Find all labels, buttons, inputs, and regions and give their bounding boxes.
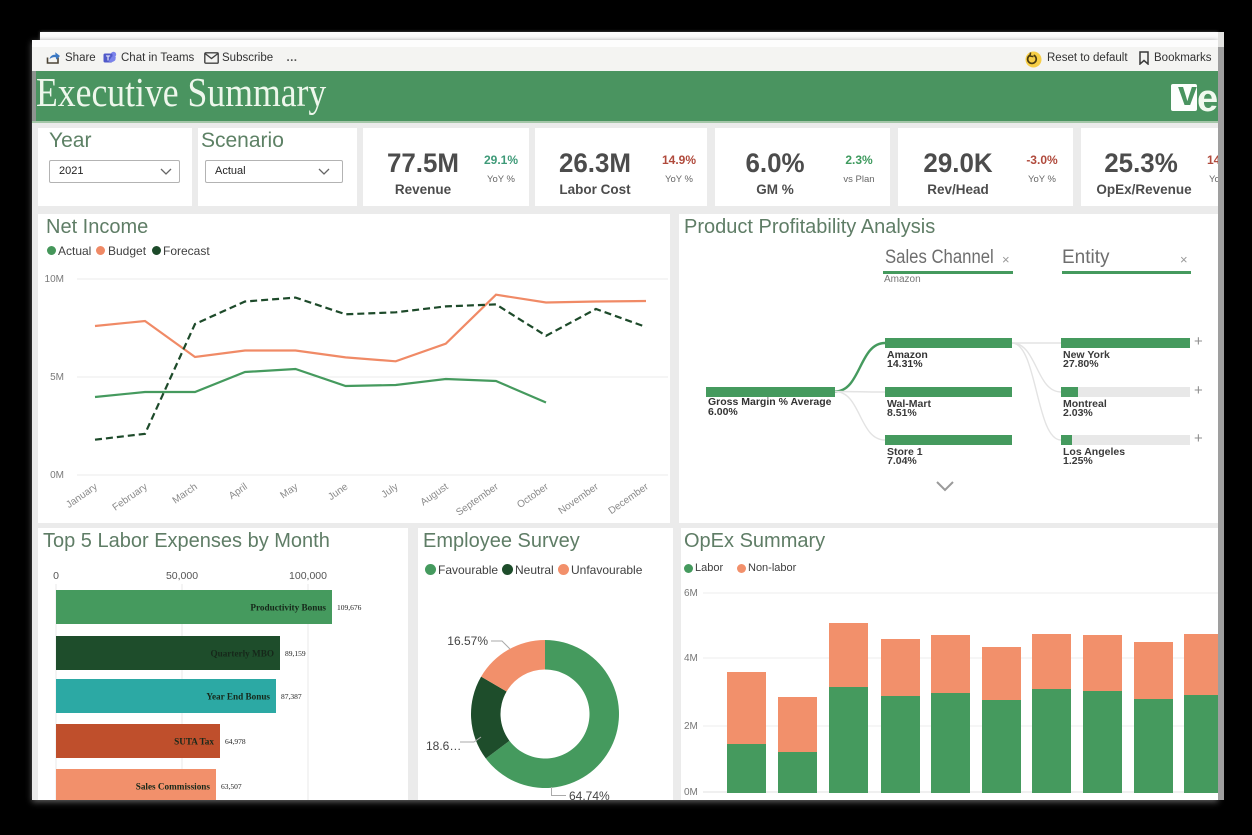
svg-text:Year End Bonus: Year End Bonus — [206, 692, 270, 702]
svg-text:February: February — [111, 481, 150, 513]
svg-text:18.6…: 18.6… — [426, 739, 461, 753]
svg-text:2M: 2M — [684, 721, 698, 732]
svg-text:April: April — [227, 481, 250, 501]
svg-text:November: November — [557, 481, 602, 517]
svg-text:May: May — [278, 481, 300, 501]
svg-text:0: 0 — [53, 570, 59, 582]
svg-text:5M: 5M — [50, 372, 64, 383]
svg-text:100,000: 100,000 — [289, 570, 327, 582]
svg-text:SUTA Tax: SUTA Tax — [174, 737, 214, 747]
svg-text:December: December — [607, 481, 652, 517]
svg-text:0M: 0M — [50, 470, 64, 481]
svg-text:T: T — [106, 55, 111, 62]
svg-text:Sales Commissions: Sales Commissions — [136, 782, 211, 792]
svg-text:64.74%: 64.74% — [569, 789, 610, 800]
svg-text:16.57%: 16.57% — [447, 634, 488, 648]
svg-text:0M: 0M — [684, 787, 698, 798]
svg-text:July: July — [380, 481, 401, 500]
svg-text:109,676: 109,676 — [337, 603, 362, 612]
svg-text:6M: 6M — [684, 588, 698, 599]
svg-text:September: September — [454, 481, 501, 518]
svg-text:January: January — [64, 481, 99, 510]
svg-text:87,387: 87,387 — [281, 692, 302, 701]
svg-text:Productivity Bonus: Productivity Bonus — [250, 603, 326, 613]
svg-text:63,507: 63,507 — [221, 782, 242, 791]
svg-text:August: August — [419, 481, 451, 508]
svg-text:June: June — [326, 481, 350, 503]
svg-text:Quarterly MBO: Quarterly MBO — [210, 649, 274, 659]
svg-text:October: October — [515, 481, 551, 511]
svg-text:64,978: 64,978 — [225, 737, 246, 746]
svg-text:March: March — [171, 481, 200, 506]
svg-text:4M: 4M — [684, 653, 698, 664]
svg-text:10M: 10M — [45, 274, 64, 285]
svg-text:50,000: 50,000 — [166, 570, 198, 582]
svg-text:89,159: 89,159 — [285, 649, 306, 658]
